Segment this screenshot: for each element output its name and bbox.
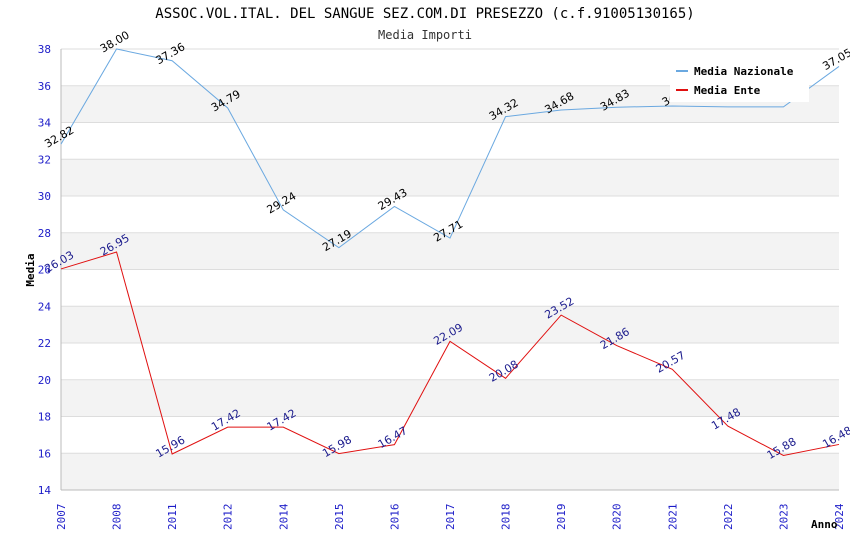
y-tick-label: 24 bbox=[38, 300, 52, 313]
y-tick-label: 38 bbox=[38, 43, 51, 56]
x-tick-label: 2008 bbox=[111, 504, 124, 531]
data-label: 20.57 bbox=[654, 349, 688, 376]
axes bbox=[60, 49, 839, 491]
x-tick-label: 2015 bbox=[333, 504, 346, 531]
y-tick-label: 14 bbox=[38, 484, 52, 497]
x-tick-label: 2020 bbox=[611, 504, 624, 531]
x-tick-label: 2024 bbox=[833, 503, 846, 530]
y-axis-ticks: 14 16 18 20 22 24 26 28 30 32 34 36 38 bbox=[38, 43, 52, 497]
series-line-1 bbox=[60, 251, 840, 456]
x-tick-label: 2016 bbox=[388, 504, 401, 531]
x-tick-label: 2018 bbox=[500, 504, 513, 530]
chart-subtitle: Media Importi bbox=[378, 28, 472, 42]
y-tick-label: 34 bbox=[38, 117, 52, 130]
grid-band bbox=[61, 379, 839, 417]
y-tick-label: 20 bbox=[38, 374, 51, 387]
data-label: 16.48 bbox=[820, 424, 850, 451]
x-tick-label: 2012 bbox=[222, 504, 235, 531]
x-tick-label: 2022 bbox=[722, 504, 735, 531]
x-tick-label: 2019 bbox=[555, 504, 568, 531]
series-line-0 bbox=[60, 48, 840, 249]
y-tick-label: 32 bbox=[38, 153, 51, 166]
data-label: 16.47 bbox=[376, 424, 410, 451]
x-tick-label: 2011 bbox=[166, 504, 179, 531]
x-tick-label: 2021 bbox=[666, 504, 679, 531]
y-tick-label: 30 bbox=[38, 190, 51, 203]
chart-title: ASSOC.VOL.ITAL. DEL SANGUE SEZ.COM.DI PR… bbox=[155, 6, 694, 22]
x-axis-ticks: 2007 2008 2011 2012 2014 2015 2016 2017 2018 2019… bbox=[55, 503, 846, 530]
grid-band bbox=[61, 159, 839, 196]
x-tick-label: 2017 bbox=[444, 504, 457, 531]
legend-label-0: Media Nazionale bbox=[694, 65, 794, 78]
grid-band bbox=[61, 306, 839, 343]
data-label: 26.03 bbox=[42, 248, 76, 275]
y-tick-label: 26 bbox=[38, 264, 51, 277]
y-tick-label: 28 bbox=[38, 227, 51, 240]
legend-label-1: Media Ente bbox=[694, 84, 761, 97]
legend: Media Nazionale Media Ente bbox=[670, 60, 809, 102]
data-label: 37.36 bbox=[154, 40, 188, 67]
y-tick-label: 16 bbox=[38, 447, 51, 460]
x-tick-label: 2007 bbox=[55, 504, 68, 531]
x-tick-label: 2023 bbox=[777, 504, 790, 531]
gridlines bbox=[61, 48, 839, 491]
y-tick-label: 18 bbox=[38, 411, 51, 424]
x-tick-label: 2014 bbox=[277, 503, 290, 530]
legend-box bbox=[670, 60, 809, 102]
y-tick-label: 36 bbox=[38, 80, 51, 93]
grid-bands bbox=[61, 85, 839, 490]
grid-band bbox=[61, 232, 839, 270]
grid-band bbox=[61, 453, 839, 490]
y-tick-label: 22 bbox=[38, 337, 51, 350]
x-axis-label: Anno bbox=[811, 518, 838, 531]
y-axis-label: Media bbox=[24, 253, 37, 286]
